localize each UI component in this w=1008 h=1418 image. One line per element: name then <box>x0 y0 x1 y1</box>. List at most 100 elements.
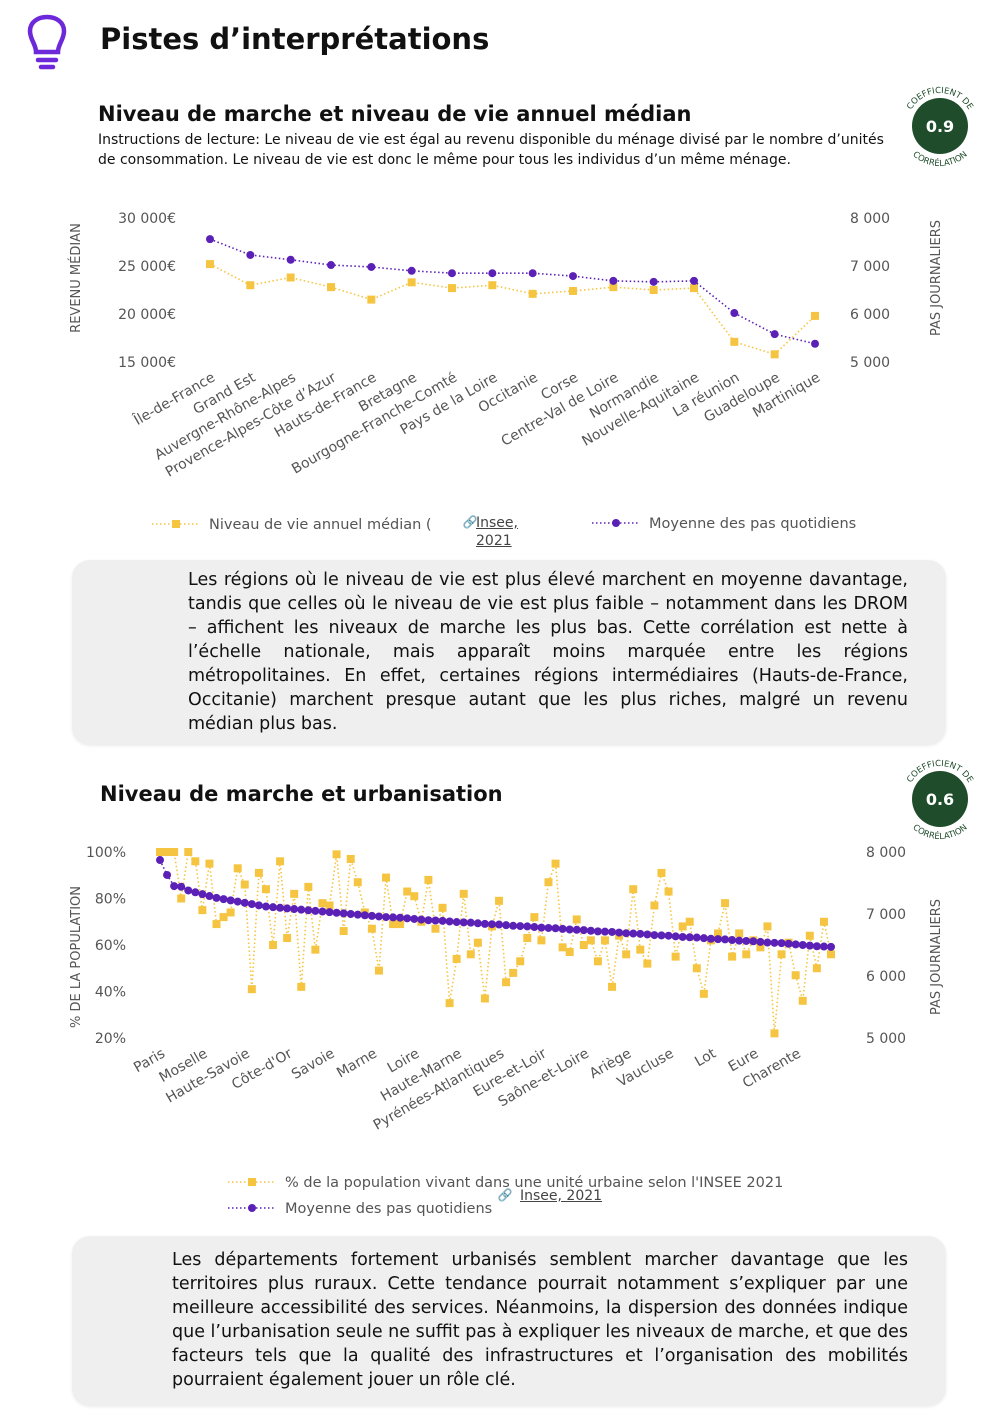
point <box>551 859 560 868</box>
point <box>551 924 560 933</box>
point <box>304 906 313 915</box>
point <box>247 900 256 909</box>
point <box>537 923 546 932</box>
point <box>163 848 172 856</box>
point <box>615 928 624 937</box>
point <box>240 880 249 889</box>
y2-tick-label: 5 000 <box>850 355 890 371</box>
x-tick-label: Lot <box>692 1045 719 1070</box>
point <box>254 868 263 877</box>
point <box>622 929 631 938</box>
y-tick-label: 60% <box>95 938 126 954</box>
point <box>184 848 193 856</box>
point <box>247 985 256 994</box>
point <box>459 889 468 898</box>
badge <box>912 98 968 154</box>
source-link[interactable]: Insee, 2021 <box>476 515 518 549</box>
point <box>565 925 574 934</box>
point <box>407 278 416 287</box>
legend-label: Moyenne des pas quotidiens <box>285 1201 492 1217</box>
point <box>269 941 278 949</box>
point <box>177 882 186 891</box>
point <box>502 921 511 930</box>
point <box>254 901 263 910</box>
legend-label: % de la population vivant dans une unité… <box>285 1175 783 1191</box>
point <box>206 260 214 269</box>
point <box>664 887 673 896</box>
point <box>156 848 164 856</box>
point <box>777 950 786 959</box>
point <box>600 927 609 936</box>
point <box>600 936 609 945</box>
legend-label: Moyenne des pas quotidiens <box>649 516 856 532</box>
point <box>389 920 398 929</box>
point <box>403 887 412 896</box>
source-link[interactable]: Insee, 2021 <box>520 1188 603 1204</box>
point <box>565 947 574 956</box>
point <box>692 933 701 942</box>
point <box>487 920 496 929</box>
point <box>811 311 819 320</box>
point <box>473 938 482 947</box>
point <box>777 939 786 948</box>
point <box>586 936 595 945</box>
point <box>706 934 715 943</box>
point <box>608 982 617 991</box>
point <box>445 917 454 926</box>
point <box>657 868 666 877</box>
point <box>431 924 440 933</box>
point <box>798 996 807 1005</box>
badge-value: 0.6 <box>926 790 954 809</box>
point <box>735 929 744 938</box>
point <box>445 999 454 1008</box>
point <box>558 924 567 933</box>
point <box>198 890 207 899</box>
point <box>396 920 405 929</box>
page-title: Pistes d’interprétations <box>100 22 490 56</box>
point <box>205 892 214 901</box>
point <box>770 350 779 359</box>
point <box>664 931 673 940</box>
point <box>763 938 772 947</box>
y-tick-label: 20% <box>95 1031 126 1047</box>
point <box>728 936 737 945</box>
point <box>650 901 659 910</box>
point <box>690 276 698 285</box>
point <box>212 893 221 902</box>
point <box>163 870 172 879</box>
point <box>643 959 652 968</box>
point <box>283 904 292 913</box>
point <box>537 936 546 945</box>
point <box>297 905 306 914</box>
point <box>261 902 270 911</box>
point <box>609 276 618 285</box>
y-tick-label: 40% <box>95 985 126 1001</box>
commentary-box: Les départements fortement urbanisés sem… <box>72 1236 946 1406</box>
point <box>327 261 335 270</box>
point <box>346 854 355 863</box>
point <box>466 918 475 927</box>
point <box>742 950 751 959</box>
point <box>367 911 376 920</box>
point <box>346 910 355 918</box>
point <box>509 968 518 977</box>
point <box>593 957 602 966</box>
point <box>261 885 270 894</box>
commentary: Les départements fortement urbanisés sem… <box>172 1250 908 1390</box>
point <box>269 903 278 912</box>
point <box>233 864 242 873</box>
point <box>811 339 819 348</box>
point <box>699 934 708 943</box>
point <box>678 922 687 931</box>
point <box>424 916 433 925</box>
legend-swatch <box>612 519 620 527</box>
point <box>327 283 335 292</box>
point <box>608 927 617 936</box>
point <box>290 889 299 898</box>
point <box>791 940 800 949</box>
link-icon: 🔗 <box>463 514 478 529</box>
point <box>410 914 419 923</box>
point <box>671 932 680 941</box>
